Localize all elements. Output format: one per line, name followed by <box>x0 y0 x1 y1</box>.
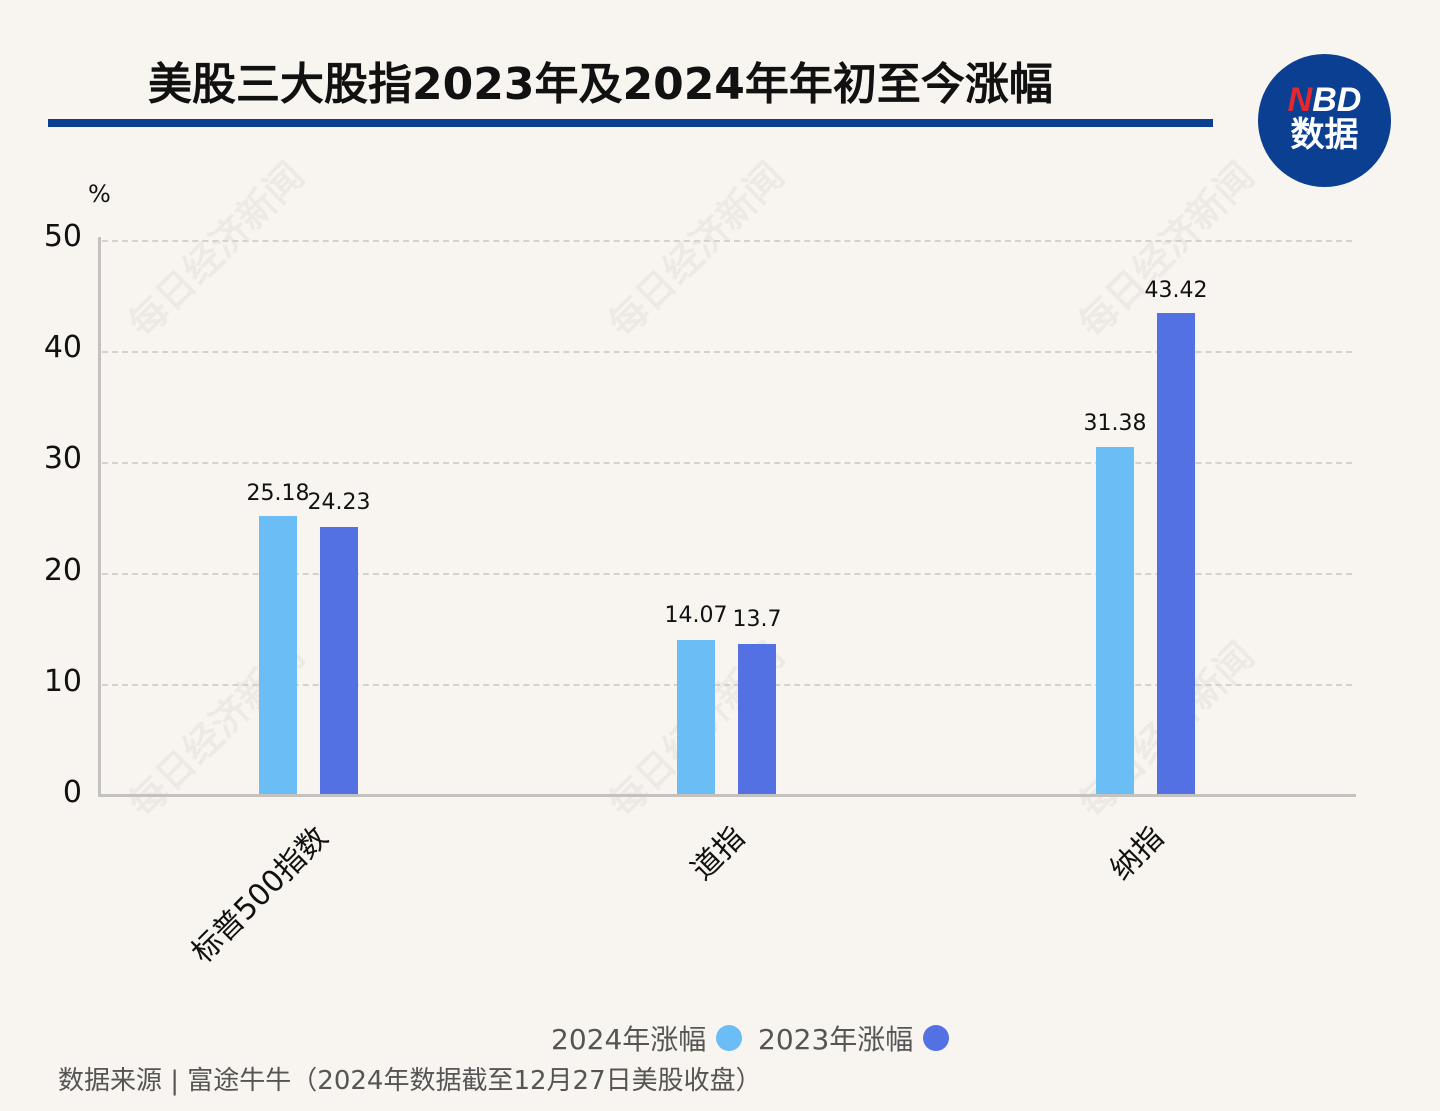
value-label: 14.07 <box>664 603 728 628</box>
bar-sp500-2023 <box>320 527 358 796</box>
value-label: 25.18 <box>246 481 310 506</box>
gridline <box>102 351 1352 353</box>
value-label: 43.42 <box>1144 278 1208 303</box>
y-tick: 20 <box>43 553 82 588</box>
y-axis <box>98 237 101 797</box>
y-tick: 50 <box>43 219 82 254</box>
logo-nbd-text: NBD <box>1288 83 1362 117</box>
value-label: 31.38 <box>1083 411 1147 436</box>
gridline <box>102 240 1352 242</box>
x-tick-label: 纳指 <box>1103 820 1171 888</box>
gridline <box>102 684 1352 686</box>
y-tick: 30 <box>43 441 82 476</box>
legend-item-2024: 2024年涨幅 <box>551 1018 743 1058</box>
bar-dow-2024 <box>677 640 715 796</box>
y-tick: 0 <box>62 775 82 810</box>
chart-title: 美股三大股指2023年及2024年年初至今涨幅 <box>148 59 1053 110</box>
logo-bd-letters: BD <box>1312 80 1362 119</box>
logo-data-text: 数据 <box>1290 114 1359 155</box>
y-tick: 40 <box>43 330 82 365</box>
value-label: 13.7 <box>732 607 782 632</box>
x-axis <box>98 794 1356 797</box>
bar-sp500-2024 <box>259 516 297 796</box>
bar-nasdaq-2023 <box>1157 313 1195 796</box>
legend-dot-icon <box>923 1025 950 1051</box>
x-tick-label: 标普500指数 <box>184 820 335 971</box>
x-tick-label: 道指 <box>684 820 752 888</box>
title-divider <box>48 119 1213 127</box>
legend-label: 2023年涨幅 <box>758 1023 914 1056</box>
watermark: 每日经济新闻 <box>114 147 314 347</box>
legend-label: 2024年涨幅 <box>551 1023 707 1056</box>
gridline <box>102 462 1352 464</box>
data-source-note: 数据来源 | 富途牛牛（2024年数据截至12月27日美股收盘） <box>58 1066 762 1096</box>
y-tick: 10 <box>43 664 82 699</box>
bar-nasdaq-2024 <box>1096 447 1134 796</box>
nbd-data-logo: NBD 数据 <box>1258 54 1391 187</box>
legend-dot-icon <box>716 1025 743 1051</box>
gridline <box>102 573 1352 575</box>
watermark: 每日经济新闻 <box>594 147 794 347</box>
value-label: 24.23 <box>307 490 371 515</box>
bar-dow-2023 <box>738 644 776 796</box>
legend-item-2023: 2023年涨幅 <box>758 1018 950 1058</box>
y-axis-unit: % <box>88 180 111 208</box>
logo-n-letter: N <box>1287 80 1313 119</box>
